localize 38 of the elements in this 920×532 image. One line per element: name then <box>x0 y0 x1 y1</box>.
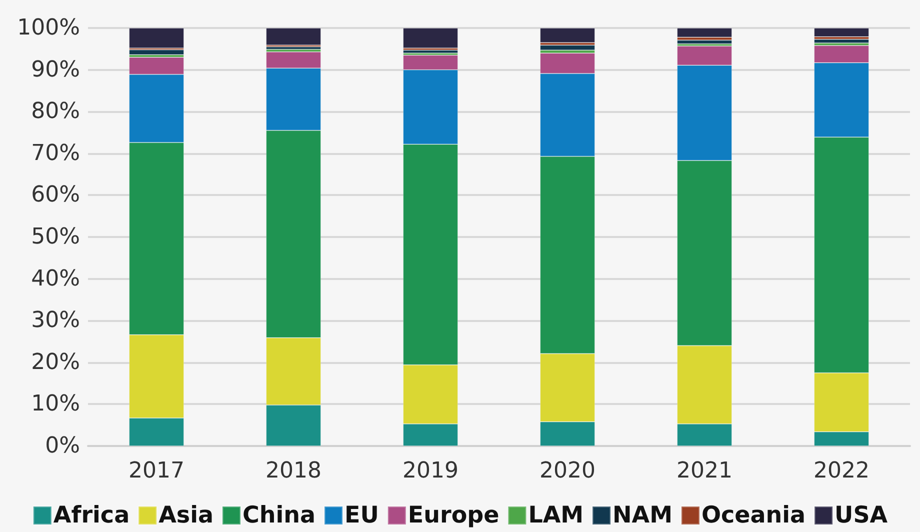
x-tick-label: 2022 <box>814 458 870 484</box>
x-tick-label: 2017 <box>128 458 184 484</box>
legend-label: Asia <box>158 502 214 528</box>
y-tick-label: 10% <box>31 392 80 417</box>
x-tick-label: 2020 <box>540 458 596 484</box>
y-tick-label: 50% <box>31 224 80 250</box>
legend-label: Europe <box>408 502 500 528</box>
x-tick-label: 2019 <box>402 458 458 484</box>
y-tick-label: 30% <box>31 308 80 334</box>
legend-label: NAM <box>612 502 672 528</box>
bar <box>403 50 458 54</box>
y-tick-label: 40% <box>31 266 80 292</box>
y-tick-label: 70% <box>31 140 80 166</box>
legend-label: EU <box>344 502 379 528</box>
y-tick-label: 80% <box>31 99 80 124</box>
bar <box>266 46 321 50</box>
bar <box>129 50 184 55</box>
y-tick-label: 60% <box>31 182 80 208</box>
legend-label: LAM <box>528 502 584 528</box>
y-tick-label: 100% <box>17 16 80 40</box>
bar <box>266 28 321 46</box>
bar <box>540 28 595 43</box>
legend-label: USA <box>834 502 888 528</box>
legend-label: China <box>242 502 316 528</box>
y-tick-label: 90% <box>31 57 80 82</box>
bar <box>677 28 732 38</box>
x-tick-label: 2021 <box>676 458 732 484</box>
bar <box>677 40 732 44</box>
legend-label: Oceania <box>701 502 806 528</box>
bar <box>814 28 869 37</box>
bar <box>814 39 869 44</box>
y-tick-label: 20% <box>31 350 80 375</box>
y-tick-label: 0% <box>45 434 80 458</box>
legend-label: Africa <box>53 502 130 528</box>
x-tick-label: 2018 <box>266 458 322 484</box>
bar <box>403 28 458 48</box>
bar <box>129 28 184 48</box>
bar <box>540 45 595 50</box>
